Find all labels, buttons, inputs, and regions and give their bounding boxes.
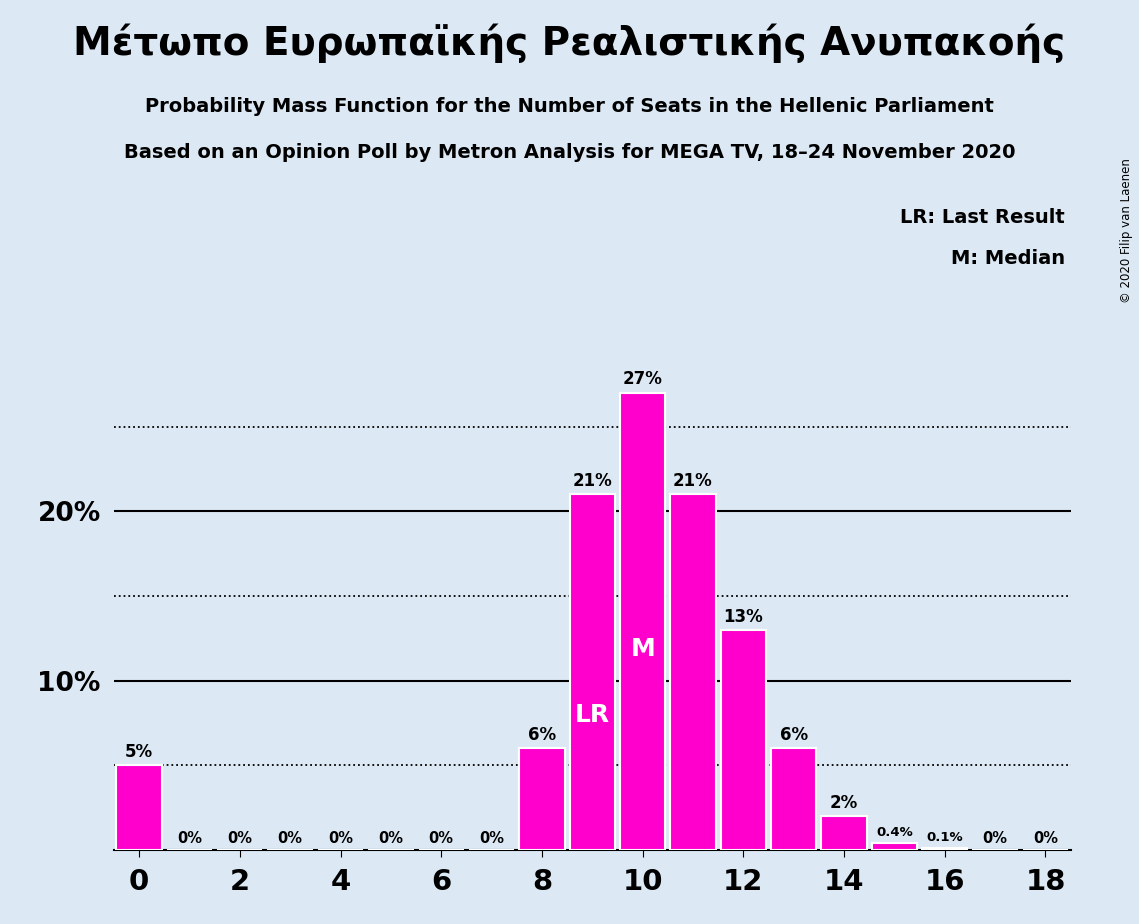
Text: M: Median: M: Median: [951, 249, 1065, 269]
Text: 0%: 0%: [428, 831, 453, 845]
Text: 0%: 0%: [378, 831, 403, 845]
Text: 0%: 0%: [328, 831, 353, 845]
Text: 6%: 6%: [779, 726, 808, 744]
Bar: [570, 494, 615, 850]
Bar: [821, 816, 867, 850]
Text: LR: LR: [575, 703, 609, 727]
Text: 5%: 5%: [125, 743, 153, 761]
Text: LR: Last Result: LR: Last Result: [900, 208, 1065, 227]
Text: © 2020 Filip van Laenen: © 2020 Filip van Laenen: [1121, 159, 1133, 303]
Text: 0.1%: 0.1%: [926, 832, 964, 845]
Bar: [620, 393, 665, 850]
Bar: [519, 748, 565, 850]
Text: 6%: 6%: [527, 726, 556, 744]
Text: 0%: 0%: [177, 831, 202, 845]
Text: 0%: 0%: [228, 831, 253, 845]
Text: 27%: 27%: [623, 371, 663, 388]
Text: 13%: 13%: [723, 608, 763, 626]
Text: Based on an Opinion Poll by Metron Analysis for MEGA TV, 18–24 November 2020: Based on an Opinion Poll by Metron Analy…: [124, 143, 1015, 163]
Text: 0%: 0%: [278, 831, 303, 845]
Text: 0.4%: 0.4%: [876, 826, 912, 839]
Bar: [721, 630, 767, 850]
Text: Μέτωπο Ευρωπαϊκής Ρεαλιστικής Ανυπακοής: Μέτωπο Ευρωπαϊκής Ρεαλιστικής Ανυπακοής: [73, 23, 1066, 63]
Text: 0%: 0%: [480, 831, 505, 845]
Text: M: M: [630, 637, 655, 661]
Bar: [871, 844, 917, 850]
Text: 0%: 0%: [1033, 831, 1058, 845]
Text: 21%: 21%: [673, 472, 713, 490]
Text: Probability Mass Function for the Number of Seats in the Hellenic Parliament: Probability Mass Function for the Number…: [145, 97, 994, 116]
Text: 21%: 21%: [573, 472, 612, 490]
Bar: [771, 748, 817, 850]
Text: 0%: 0%: [983, 831, 1008, 845]
Bar: [923, 848, 967, 850]
Bar: [116, 765, 162, 850]
Bar: [671, 494, 715, 850]
Text: 2%: 2%: [830, 794, 858, 812]
